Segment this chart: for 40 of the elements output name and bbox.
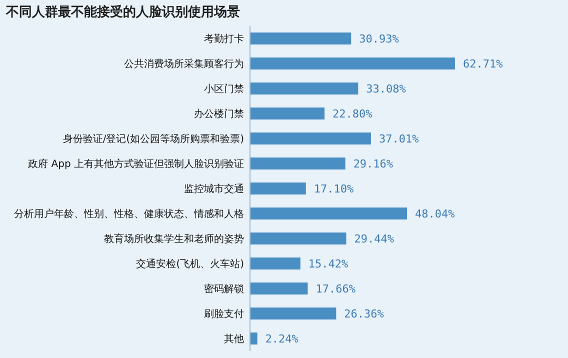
y-tick-label: 其他 bbox=[224, 333, 244, 345]
y-tick-label: 小区门禁 bbox=[204, 83, 244, 95]
data-label: 22.80% bbox=[332, 107, 373, 120]
data-label: 29.44% bbox=[354, 232, 394, 246]
y-tick-label: 交通安检(飞机、火车站) bbox=[136, 258, 244, 270]
y-tick-label: 考勤打卡 bbox=[204, 33, 244, 45]
bar bbox=[250, 332, 258, 344]
data-label: 2.24% bbox=[265, 332, 299, 346]
bar bbox=[250, 282, 308, 294]
data-label: 33.08% bbox=[366, 82, 406, 96]
data-label: 15.42% bbox=[308, 257, 349, 270]
data-label: 26.36% bbox=[344, 307, 384, 320]
y-tick-label: 办公楼门禁 bbox=[194, 108, 244, 120]
bar bbox=[250, 108, 325, 120]
bar bbox=[250, 82, 358, 94]
data-label: 17.10% bbox=[314, 182, 354, 196]
bar bbox=[250, 158, 346, 170]
bar bbox=[250, 308, 336, 320]
y-tick-label: 身份验证/登记(如公园等场所购票和验票) bbox=[62, 133, 244, 145]
bar bbox=[250, 258, 300, 270]
bar bbox=[250, 58, 455, 70]
bar bbox=[250, 208, 408, 220]
data-label: 17.66% bbox=[316, 282, 356, 296]
data-label: 30.93% bbox=[359, 32, 400, 46]
bar bbox=[250, 232, 346, 244]
bar bbox=[250, 32, 352, 44]
y-tick-label: 分析用户年龄、性别、性格、健康状态、情感和人格 bbox=[14, 208, 244, 220]
y-tick-label: 监控城市交通 bbox=[184, 183, 244, 195]
text: 不同人群最不能接受的人脸识别使用场景 bbox=[5, 4, 240, 20]
bar bbox=[250, 132, 371, 144]
y-tick-label: 教育场所收集学生和老师的姿势 bbox=[104, 233, 244, 245]
data-label: 48.04% bbox=[415, 207, 456, 220]
y-tick-label: 政府 App 上有其他方式验证但强制人脸识别验证 bbox=[28, 158, 244, 170]
data-label: 29.16% bbox=[353, 157, 394, 170]
data-label: 37.01% bbox=[378, 132, 420, 146]
data-label: 62.71% bbox=[463, 57, 504, 70]
y-tick-label: 密码解锁 bbox=[204, 283, 244, 295]
y-tick-label: 公共消费场所采集顾客行为 bbox=[124, 58, 244, 70]
bar bbox=[250, 182, 306, 194]
y-tick-label: 刷脸支付 bbox=[204, 308, 244, 320]
